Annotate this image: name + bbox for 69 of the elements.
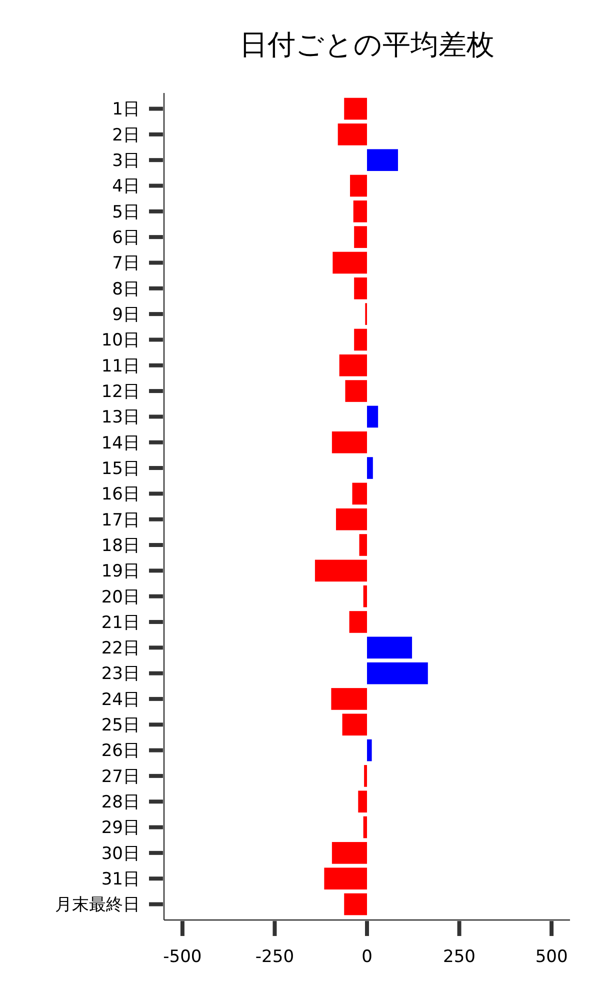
- y-tick-label: 30日: [101, 844, 140, 864]
- y-tick-label: 20日: [101, 587, 140, 608]
- y-tick-label: 7日: [112, 254, 140, 274]
- y-tick-label: 11日: [101, 356, 140, 376]
- bar: [350, 174, 367, 197]
- bar: [345, 380, 367, 402]
- bar: [331, 688, 367, 710]
- x-tick-label: 0: [362, 947, 372, 967]
- y-tick-label: 21日: [101, 612, 140, 633]
- bar: [332, 431, 367, 454]
- bar: [332, 842, 367, 864]
- x-tick-label: 250: [443, 947, 476, 967]
- y-tick-label: 5日: [112, 202, 140, 222]
- bar: [367, 739, 372, 762]
- y-tick-label: 31日: [101, 870, 140, 890]
- y-tick-label: 2日: [112, 125, 140, 146]
- bar: [314, 560, 367, 582]
- bar: [349, 611, 367, 633]
- y-tick-label: 12日: [101, 382, 140, 402]
- y-tick-label: 6日: [112, 228, 140, 248]
- x-tick-label: -500: [163, 947, 202, 967]
- bar: [338, 124, 367, 146]
- x-tick-label: -250: [255, 947, 294, 967]
- bar: [363, 585, 367, 608]
- bar: [367, 636, 412, 659]
- y-tick-label: 4日: [112, 176, 140, 197]
- y-tick-label: 23日: [101, 664, 140, 684]
- y-tick-label: 16日: [101, 484, 140, 505]
- bar: [363, 816, 367, 838]
- bar: [359, 534, 367, 556]
- y-tick-label: 17日: [101, 510, 140, 530]
- bar: [332, 252, 367, 274]
- y-tick-label: 8日: [112, 279, 140, 300]
- y-tick-label: 1日: [112, 100, 140, 120]
- bar: [367, 457, 373, 479]
- y-tick-label: 10日: [101, 330, 140, 351]
- bar: [353, 200, 367, 222]
- bar: [344, 98, 367, 120]
- bar: [358, 790, 367, 813]
- y-tick-label: 3日: [112, 151, 140, 172]
- bar: [354, 277, 367, 300]
- bar: [344, 893, 367, 916]
- bar: [342, 714, 367, 736]
- bar: [352, 482, 367, 505]
- y-tick-label: 13日: [101, 408, 140, 428]
- y-tick-label: 9日: [112, 304, 140, 325]
- bar: [367, 149, 398, 171]
- y-tick-label: 19日: [101, 562, 140, 582]
- bar: [364, 765, 367, 787]
- y-tick-label: 29日: [101, 818, 140, 838]
- bar: [324, 868, 367, 890]
- bar: [354, 328, 367, 351]
- bar: [354, 226, 367, 248]
- x-tick-label: 500: [535, 947, 568, 967]
- y-tick-label: 月末最終日: [55, 895, 140, 916]
- y-tick-label: 26日: [101, 741, 140, 762]
- y-tick-label: 22日: [101, 638, 140, 659]
- y-tick-label: 27日: [101, 766, 140, 787]
- bar: [339, 354, 367, 376]
- y-tick-label: 24日: [101, 690, 140, 710]
- bar: [367, 406, 378, 428]
- chart-title: 日付ごとの平均差枚: [240, 28, 494, 61]
- y-tick-label: 28日: [101, 792, 140, 813]
- bar: [367, 662, 428, 684]
- y-tick-label: 25日: [101, 716, 140, 736]
- y-tick-label: 18日: [101, 536, 140, 556]
- y-tick-label: 15日: [101, 458, 140, 479]
- y-tick-label: 14日: [101, 433, 140, 454]
- bar: [336, 508, 367, 530]
